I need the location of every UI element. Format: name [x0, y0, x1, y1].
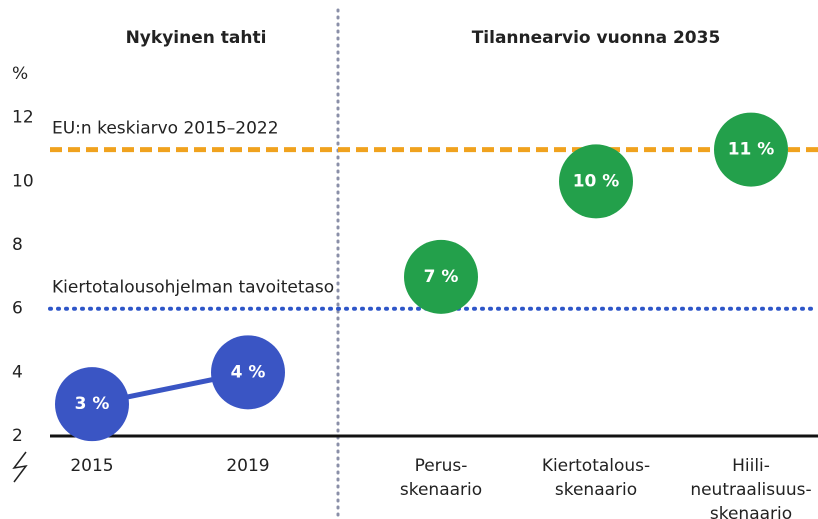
y-tick-label: 12: [12, 108, 34, 128]
x-tick-label: neutraalisuus-: [690, 480, 811, 500]
x-tick-label: Kiertotalous-: [542, 456, 650, 476]
y-tick-label: 2: [12, 426, 23, 446]
section-title: Tilannearvio vuonna 2035: [472, 28, 721, 48]
data-label: 4 %: [231, 362, 266, 382]
axis-break: [12, 451, 28, 483]
y-axis-label: %: [12, 64, 28, 84]
data-point: [559, 144, 633, 219]
data-label: 3 %: [75, 394, 110, 414]
x-tick-label: Perus-: [415, 456, 468, 476]
data-point: [404, 239, 478, 314]
reference-label: EU:n keskiarvo 2015–2022: [52, 119, 279, 139]
y-tick-label: 8: [12, 235, 23, 255]
data-point: [211, 335, 285, 410]
data-point: [714, 112, 788, 187]
data-point: [55, 367, 129, 442]
x-tick-label: 2015: [70, 456, 113, 476]
reference-label: Kiertotalousohjelman tavoitetaso: [52, 278, 334, 298]
x-tick-label: skenaario: [710, 504, 792, 519]
x-tick-label: Hiili-: [732, 456, 770, 476]
y-tick-label: 4: [12, 362, 23, 382]
data-label: 7 %: [424, 267, 459, 287]
section-title: Nykyinen tahti: [126, 28, 267, 48]
data-label: 10 %: [573, 171, 620, 191]
x-tick-label: 2019: [226, 456, 269, 476]
y-tick-label: 10: [12, 171, 34, 191]
data-label: 11 %: [728, 140, 775, 160]
x-tick-label: skenaario: [400, 480, 482, 500]
y-tick-label: 6: [12, 299, 23, 319]
x-tick-label: skenaario: [555, 480, 637, 500]
